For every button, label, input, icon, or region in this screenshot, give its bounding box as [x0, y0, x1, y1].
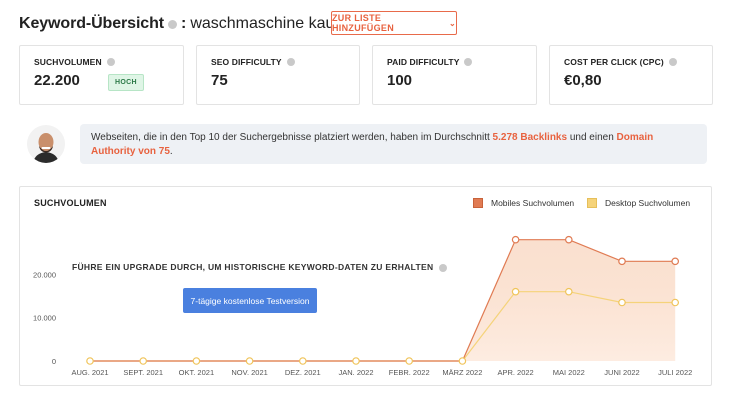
metric-label: PAID DIFFICULTY	[387, 57, 473, 67]
y-tick-label: 10.000	[33, 314, 56, 323]
backlinks-highlight: 5.278 Backlinks	[492, 132, 568, 143]
authority-highlight: Domain Authority von 75	[91, 132, 654, 157]
desktop-data-point	[511, 287, 520, 296]
legend-swatch-mobile	[473, 198, 483, 208]
x-tick-label: FEBR. 2022	[389, 368, 430, 377]
info-icon[interactable]	[464, 57, 473, 66]
legend-desktop[interactable]: Desktop Suchvolumen	[587, 198, 690, 208]
x-tick-label: DEZ. 2021	[285, 368, 321, 377]
page-header: Keyword-Übersicht : waschmaschine kaufen	[19, 11, 357, 37]
metric-card-cpc: COST PER CLICK (CPC) €0,80	[549, 45, 713, 105]
x-tick-label: NOV. 2021	[231, 368, 267, 377]
desktop-data-point	[86, 357, 94, 365]
page-title: Keyword-Übersicht	[19, 15, 164, 32]
x-tick-label: JUNI 2022	[604, 368, 639, 377]
chart-title: SUCHVOLUMEN	[34, 198, 107, 208]
metric-label: SEO DIFFICULTY	[211, 57, 295, 67]
x-tick-label: JAN. 2022	[338, 368, 373, 377]
desktop-data-point	[618, 298, 626, 307]
metric-card-search-volume: SUCHVOLUMEN 22.200 HOCH	[19, 45, 184, 105]
search-volume-chart: SUCHVOLUMEN Mobiles Suchvolumen Desktop …	[19, 186, 712, 386]
metric-value: 22.200	[34, 72, 80, 89]
desktop-data-point	[192, 357, 201, 365]
volume-badge: HOCH	[108, 74, 144, 91]
x-tick-label: SEPT. 2021	[123, 368, 163, 377]
y-tick-label: 0	[52, 357, 56, 366]
metric-card-seo-difficulty: SEO DIFFICULTY 75	[196, 45, 360, 105]
desktop-data-point	[671, 298, 680, 307]
keyword-text: waschmaschine kaufen	[190, 15, 357, 32]
mobile-area	[462, 239, 676, 361]
metric-value: 100	[387, 72, 413, 89]
add-to-list-button[interactable]: ZUR LISTE HINZUFÜGEN ⌄	[331, 11, 457, 35]
info-icon[interactable]	[286, 57, 295, 66]
backlinks-notice: Webseiten, die in den Top 10 der Sucherg…	[80, 124, 707, 164]
x-tick-label: MAI 2022	[553, 368, 585, 377]
free-trial-button[interactable]: 7-tägige kostenlose Testversion	[183, 288, 317, 313]
add-to-list-label: ZUR LISTE HINZUFÜGEN	[332, 13, 394, 33]
desktop-data-point	[352, 357, 360, 365]
metric-value: 75	[211, 72, 228, 89]
chart-plot: 0 10.000 20.000 AUG. 2021 SEPT. 2021 OKT. 202…	[33, 235, 692, 377]
mobile-data-point	[671, 257, 680, 266]
desktop-data-point	[405, 357, 414, 365]
legend-mobile[interactable]: Mobiles Suchvolumen	[473, 198, 574, 208]
info-icon[interactable]	[668, 57, 677, 66]
mobile-series-line	[90, 239, 676, 362]
info-icon[interactable]	[106, 57, 115, 66]
mobile-data-point	[618, 257, 626, 266]
x-tick-label: APR. 2022	[497, 368, 533, 377]
legend-swatch-desktop	[587, 198, 597, 208]
x-tick-label: OKT. 2021	[179, 368, 214, 377]
info-icon[interactable]	[168, 19, 177, 29]
desktop-data-point	[245, 357, 254, 365]
mobile-data-point	[564, 235, 573, 244]
metric-value: €0,80	[564, 72, 602, 89]
metric-label: COST PER CLICK (CPC)	[564, 57, 677, 67]
metric-card-paid-difficulty: PAID DIFFICULTY 100	[372, 45, 537, 105]
chevron-down-icon: ⌄	[448, 18, 456, 28]
upgrade-message: FÜHRE EIN UPGRADE DURCH, UM HISTORISCHE …	[72, 262, 448, 272]
title-separator: :	[181, 15, 187, 32]
mobile-data-point	[511, 235, 520, 244]
y-tick-label: 20.000	[33, 270, 56, 279]
desktop-data-point	[564, 287, 573, 296]
desktop-data-point	[458, 357, 467, 365]
x-tick-label: MÄRZ 2022	[442, 368, 482, 377]
x-tick-label: JULI 2022	[658, 368, 692, 377]
x-tick-label: AUG. 2021	[71, 368, 108, 377]
metric-label: SUCHVOLUMEN	[34, 57, 115, 67]
info-icon[interactable]	[439, 263, 448, 272]
avatar	[27, 125, 65, 163]
desktop-data-point	[298, 357, 307, 365]
desktop-data-point	[139, 357, 148, 365]
